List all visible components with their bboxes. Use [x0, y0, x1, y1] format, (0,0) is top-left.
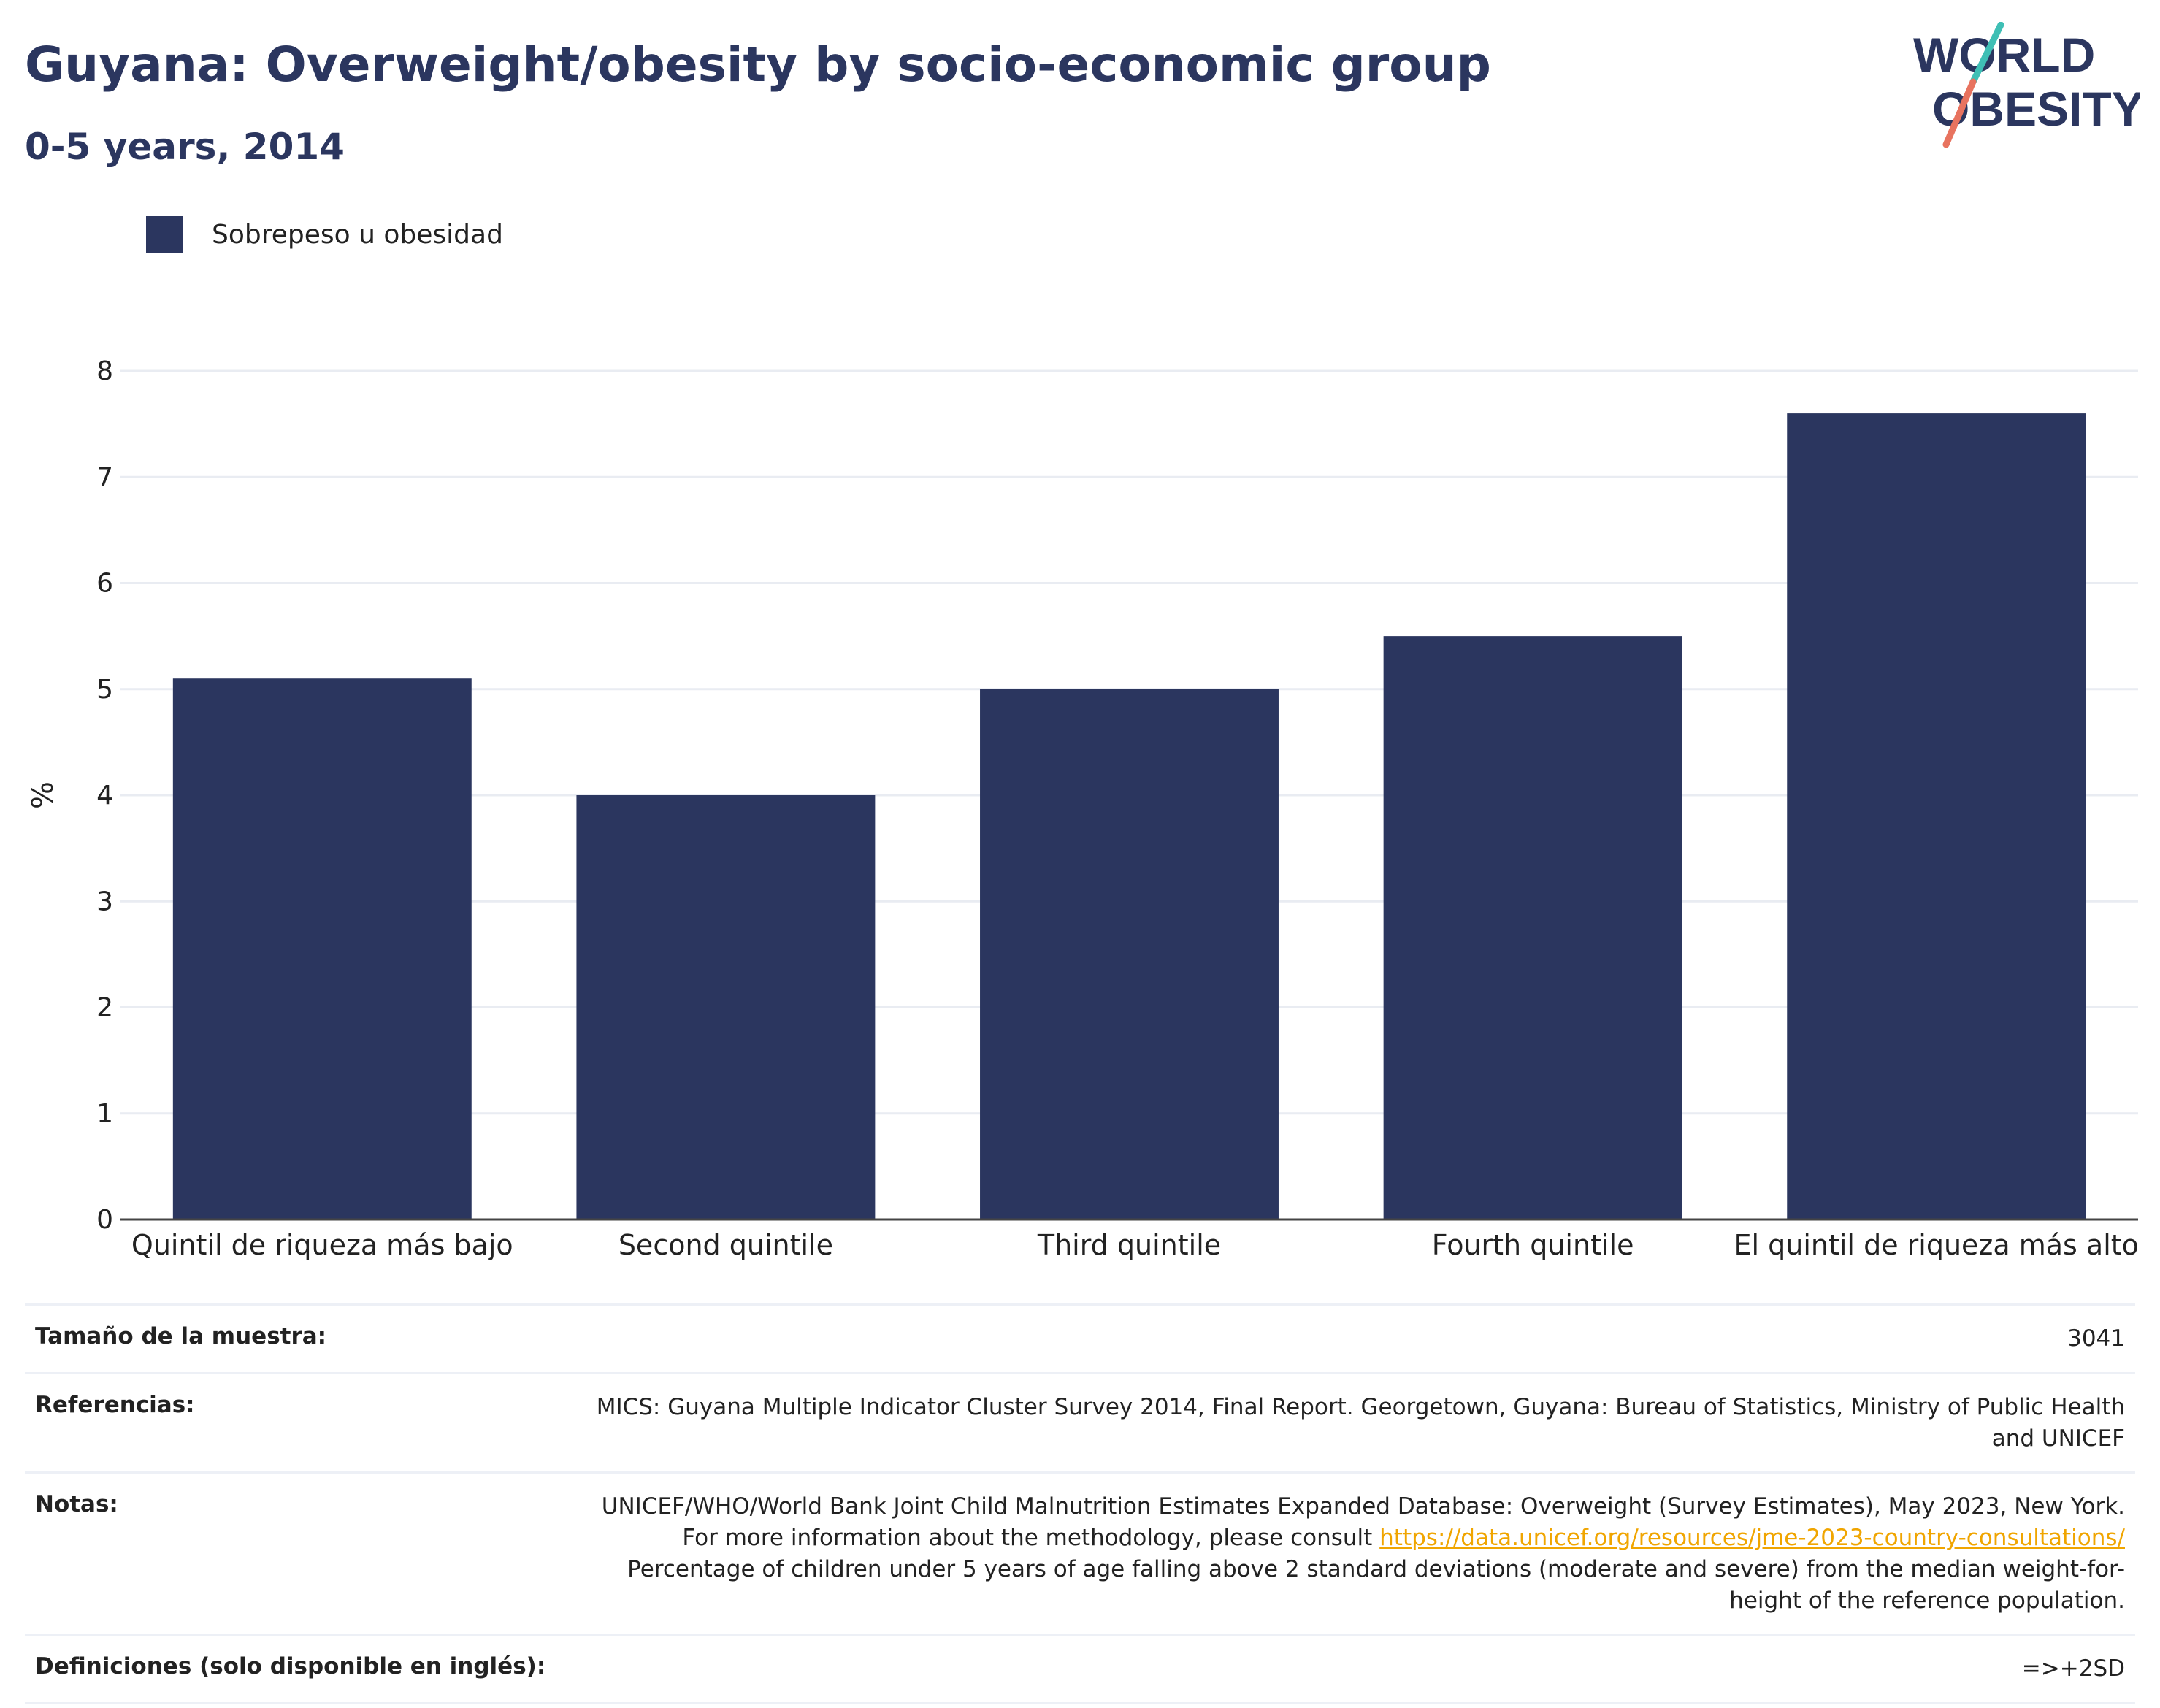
notes-label: Notas:	[35, 1491, 118, 1518]
references-value: MICS: Guyana Multiple Indicator Cluster …	[596, 1393, 2125, 1452]
notes-text-1: UNICEF/WHO/World Bank Joint Child Malnut…	[601, 1493, 2125, 1552]
definitions-value: =>+2SD	[2021, 1655, 2125, 1682]
chart-title: Guyana: Overweight/obesity by socio-econ…	[25, 37, 1491, 93]
y-tick-label: 5	[96, 675, 113, 705]
footer-row-definitions: Definiciones (solo disponible en inglés)…	[25, 1634, 2135, 1705]
y-tick-label: 8	[96, 356, 113, 386]
notes-value: UNICEF/WHO/World Bank Joint Child Malnut…	[584, 1491, 2125, 1616]
y-tick-label: 7	[96, 462, 113, 492]
footer-row-sample: Tamaño de la muestra: 3041	[25, 1303, 2135, 1372]
y-axis-label: %	[26, 781, 60, 809]
sample-size-value: 3041	[2067, 1325, 2125, 1352]
bar	[1787, 413, 2086, 1219]
x-tick-label: Fourth quintile	[1432, 1229, 1634, 1261]
y-tick-label: 3	[96, 886, 113, 916]
y-tick-label: 1	[96, 1099, 113, 1129]
y-tick-label: 4	[96, 781, 113, 811]
bar-chart: 0 1 2 3 4 5 6 7 8% Quintil de riqueza más bajo Sec…	[26, 356, 2139, 1261]
x-tick-label: Third quintile	[1037, 1229, 1221, 1261]
world-obesity-logo: WORLD OBESITY	[1913, 22, 2140, 148]
definitions-label: Definiciones (solo disponible en inglés)…	[35, 1653, 546, 1680]
legend: Sobrepeso u obesidad	[146, 216, 503, 253]
axes: 0 1 2 3 4 5 6 7 8% Quintil de riqueza más bajo Sec…	[26, 356, 2139, 1261]
bars	[172, 413, 2086, 1219]
sample-size-label: Tamaño de la muestra:	[35, 1323, 327, 1349]
notes-link[interactable]: https://data.unicef.org/resources/jme-20…	[1379, 1525, 2125, 1552]
x-tick-label: Second quintile	[618, 1229, 833, 1261]
bar	[980, 689, 1279, 1219]
x-tick-label: Quintil de riqueza más bajo	[131, 1229, 513, 1261]
y-tick-label: 2	[96, 993, 113, 1023]
bar	[1383, 636, 1682, 1219]
bar	[576, 795, 876, 1219]
bar	[172, 678, 472, 1219]
chart-footer: Tamaño de la muestra: 3041 Referencias: …	[25, 1303, 2135, 1705]
legend-swatch	[146, 216, 183, 253]
y-tick-label: 0	[96, 1205, 113, 1235]
svg-text:WORLD: WORLD	[1913, 28, 2095, 82]
legend-label[interactable]: Sobrepeso u obesidad	[212, 219, 503, 250]
y-tick-label: 6	[96, 569, 113, 599]
footer-row-references: Referencias: MICS: Guyana Multiple Indic…	[25, 1371, 2135, 1472]
notes-text-2: Percentage of children under 5 years of …	[627, 1555, 2125, 1614]
x-tick-label: El quintil de riqueza más alto	[1734, 1229, 2138, 1261]
chart-subtitle: 0-5 years, 2014	[25, 126, 345, 168]
references-label: Referencias:	[35, 1391, 195, 1418]
footer-row-notes: Notas: UNICEF/WHO/World Bank Joint Child…	[25, 1471, 2135, 1634]
